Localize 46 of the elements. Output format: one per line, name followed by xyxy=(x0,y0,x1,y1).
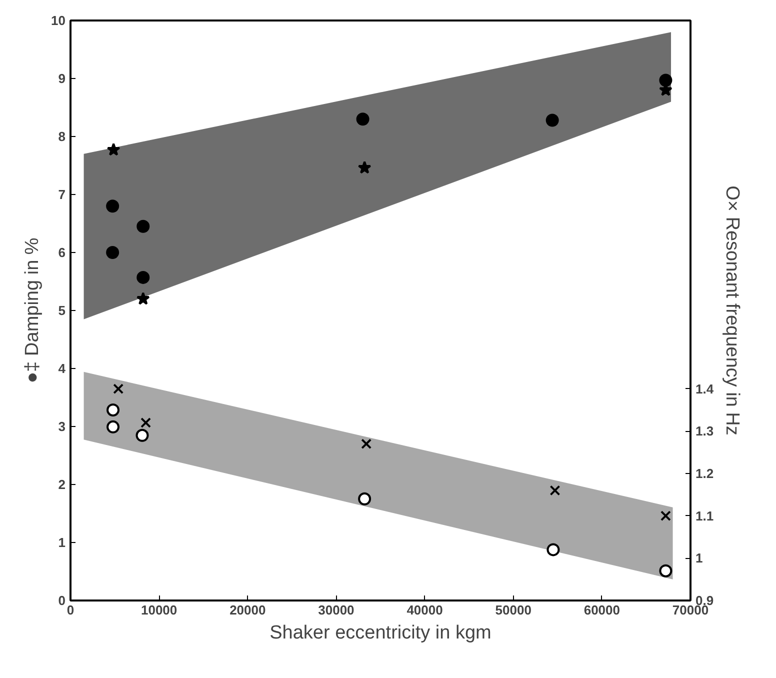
point xyxy=(136,270,150,284)
y-tick-label: 0 xyxy=(58,593,66,608)
y-tick-label: 10 xyxy=(51,13,66,28)
x-tick-label: 10000 xyxy=(140,602,178,618)
point xyxy=(659,74,672,87)
point xyxy=(106,246,120,259)
y2-tick-label: 1.2 xyxy=(696,466,714,481)
y-tick-label: 9 xyxy=(58,71,66,86)
point xyxy=(659,564,672,578)
point xyxy=(356,112,370,126)
x-tick-label: 20000 xyxy=(230,602,266,618)
x-tick-label: 30000 xyxy=(318,602,354,618)
y-axis-title: ●‡ Damping in % xyxy=(22,238,44,384)
point xyxy=(358,492,372,506)
point xyxy=(136,220,150,233)
point xyxy=(113,384,124,394)
y-tick-label: 6 xyxy=(58,245,66,260)
y2-tick-label: 1 xyxy=(696,550,703,566)
x-axis-title: Shaker eccentricity in kgm xyxy=(270,622,492,644)
y2-tick-label: 1.1 xyxy=(696,508,714,524)
point xyxy=(136,292,150,305)
point xyxy=(106,200,120,213)
point xyxy=(106,142,120,156)
point xyxy=(140,417,152,428)
y2-tick-label: 1.3 xyxy=(696,424,714,439)
x-tick-label: 60000 xyxy=(584,602,620,618)
y-tick-label: 5 xyxy=(58,303,66,318)
y-tick-label: 1 xyxy=(58,535,66,550)
point xyxy=(546,114,559,127)
y-tick-label: 7 xyxy=(58,187,66,202)
y2-tick-label: 1.4 xyxy=(696,381,714,396)
point xyxy=(106,420,120,434)
point xyxy=(358,160,372,174)
point xyxy=(550,485,560,496)
point xyxy=(546,543,560,556)
point xyxy=(660,510,671,522)
y2-axis-title: O× Resonant frequency in Hz xyxy=(722,186,743,436)
y-tick-label: 3 xyxy=(58,419,66,434)
point xyxy=(106,404,120,416)
y-tick-label: 8 xyxy=(58,129,66,144)
x-tick-label: 50000 xyxy=(495,602,532,618)
x-tick-label: 40000 xyxy=(406,602,443,618)
y-tick-label: 4 xyxy=(58,361,66,376)
point xyxy=(136,428,149,442)
point xyxy=(361,438,372,450)
y-tick-label: 2 xyxy=(58,477,66,492)
